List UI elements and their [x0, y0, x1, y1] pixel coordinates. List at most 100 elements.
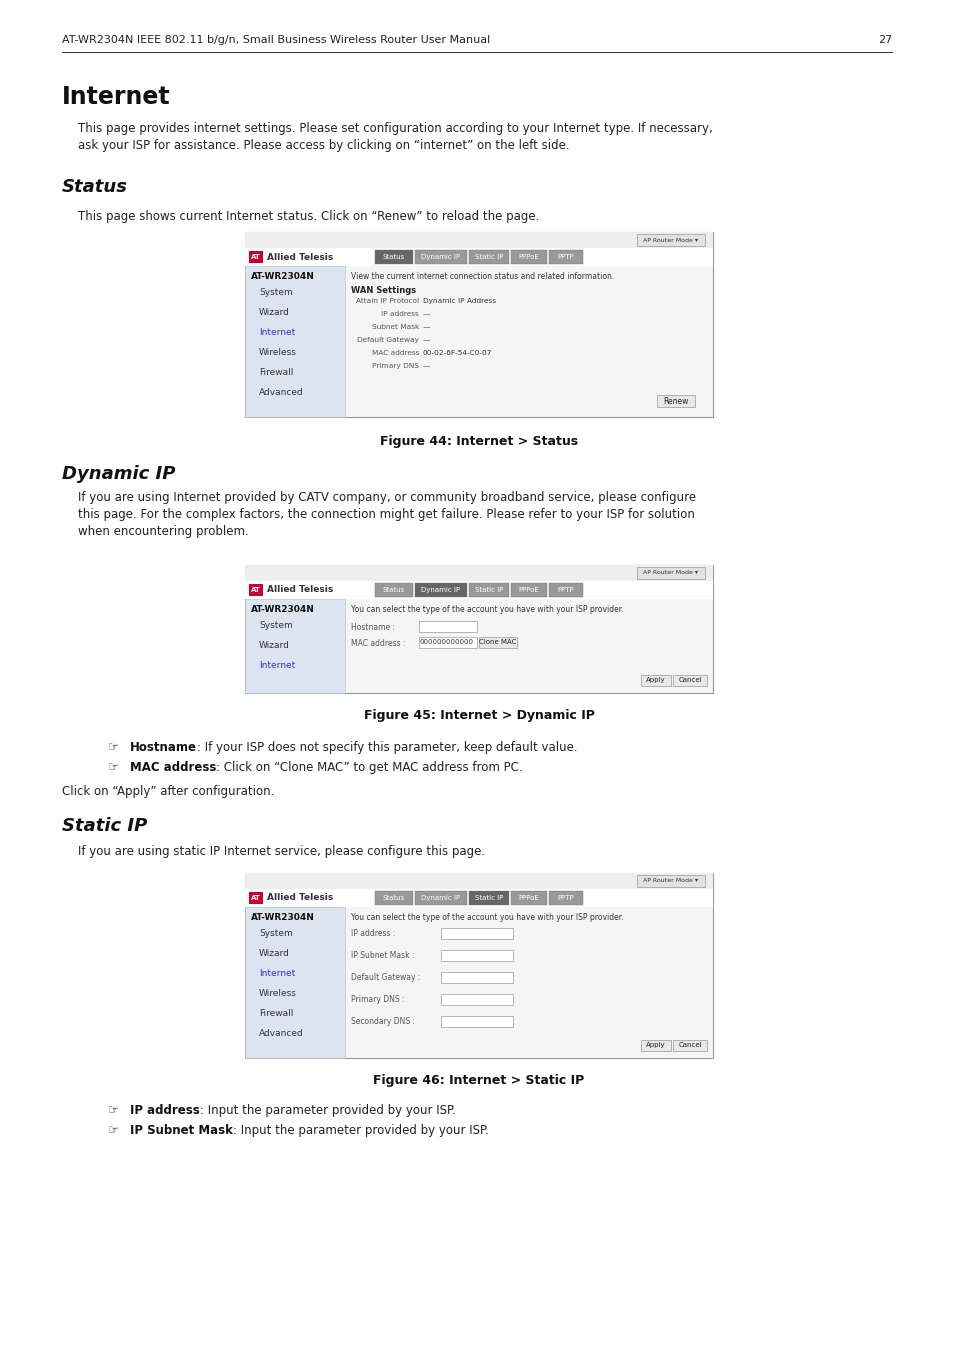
Text: —: — [422, 324, 430, 329]
Text: Internet: Internet [258, 328, 294, 338]
Bar [245, 266, 345, 417]
Text: Dynamic IP: Dynamic IP [62, 464, 175, 483]
Text: MAC address :: MAC address : [351, 639, 405, 648]
Bar [548, 583, 582, 597]
Text: 00-02-6F-54-C0-07: 00-02-6F-54-C0-07 [422, 350, 492, 356]
Bar [637, 234, 704, 246]
Bar [245, 566, 712, 693]
Text: Allied Telesis: Allied Telesis [267, 586, 333, 594]
Text: PPTP: PPTP [558, 587, 574, 593]
Text: Status: Status [62, 178, 128, 196]
Text: AT-WR2304N: AT-WR2304N [251, 913, 314, 922]
Text: : Click on “Clone MAC” to get MAC address from PC.: : Click on “Clone MAC” to get MAC addres… [216, 761, 522, 774]
Bar [245, 248, 712, 266]
Bar [418, 621, 476, 632]
Bar [440, 950, 513, 961]
Bar [245, 873, 712, 890]
Text: Figure 45: Internet > Dynamic IP: Figure 45: Internet > Dynamic IP [363, 709, 594, 722]
Bar [375, 891, 413, 904]
Text: MAC address: MAC address [130, 761, 216, 774]
Text: Status: Status [382, 587, 405, 593]
Bar [672, 675, 706, 686]
Bar [478, 637, 517, 648]
Text: Default Gateway :: Default Gateway : [351, 973, 420, 981]
Bar [245, 232, 712, 248]
Text: AT-WR2304N IEEE 802.11 b/g/n, Small Business Wireless Router User Manual: AT-WR2304N IEEE 802.11 b/g/n, Small Busi… [62, 35, 490, 45]
Text: Hostname: Hostname [130, 741, 196, 755]
Bar [511, 891, 546, 904]
Bar [440, 994, 513, 1004]
Bar [375, 250, 413, 265]
Text: Dynamic IP: Dynamic IP [421, 895, 460, 900]
Text: Cancel: Cancel [678, 676, 701, 683]
Text: View the current internet connection status and related information.: View the current internet connection sta… [351, 271, 614, 281]
Text: Advanced: Advanced [258, 1029, 303, 1038]
Text: AP Router Mode ▾: AP Router Mode ▾ [643, 571, 698, 575]
Bar [245, 580, 712, 599]
Text: Wireless: Wireless [258, 348, 296, 356]
Text: —: — [422, 363, 430, 369]
Text: 27: 27 [877, 35, 891, 45]
Text: Default Gateway: Default Gateway [356, 338, 418, 343]
Text: MAC address: MAC address [372, 350, 418, 356]
Bar [375, 583, 413, 597]
Text: Firewall: Firewall [258, 1008, 294, 1018]
Bar [640, 675, 670, 686]
Bar [245, 566, 712, 580]
Text: ☞: ☞ [108, 1104, 119, 1116]
Bar [469, 250, 509, 265]
Text: Primary DNS: Primary DNS [372, 363, 418, 369]
Bar [415, 250, 467, 265]
Text: This page shows current Internet status. Click on “Renew” to reload the page.: This page shows current Internet status.… [78, 211, 538, 223]
Text: Status: Status [382, 254, 405, 261]
Text: Click on “Apply” after configuration.: Click on “Apply” after configuration. [62, 784, 274, 798]
Bar [511, 583, 546, 597]
Text: ☞: ☞ [108, 741, 119, 755]
Text: Wizard: Wizard [258, 949, 290, 958]
Bar [415, 891, 467, 904]
Bar [249, 892, 263, 904]
Bar [415, 583, 467, 597]
Text: AT-WR2304N: AT-WR2304N [251, 271, 314, 281]
Bar [548, 891, 582, 904]
Text: Static IP: Static IP [475, 587, 502, 593]
Text: AT: AT [251, 895, 261, 900]
Bar [440, 927, 513, 940]
Text: PPTP: PPTP [558, 254, 574, 261]
Text: If you are using static IP Internet service, please configure this page.: If you are using static IP Internet serv… [78, 845, 485, 859]
Text: Advanced: Advanced [258, 387, 303, 397]
Text: PPTP: PPTP [558, 895, 574, 900]
Text: PPPoE: PPPoE [518, 895, 538, 900]
Text: IP Subnet Mask: IP Subnet Mask [130, 1125, 233, 1137]
Text: —: — [422, 338, 430, 343]
Text: Figure 46: Internet > Static IP: Figure 46: Internet > Static IP [373, 1075, 584, 1087]
Text: Wizard: Wizard [258, 641, 290, 649]
Text: AP Router Mode ▾: AP Router Mode ▾ [643, 238, 698, 243]
Text: System: System [258, 929, 293, 938]
Text: Internet: Internet [258, 662, 294, 670]
Bar [249, 251, 263, 263]
Text: Attain IP Protocol: Attain IP Protocol [355, 298, 418, 304]
Text: Hostname :: Hostname : [351, 622, 395, 632]
Bar [245, 907, 345, 1058]
Text: AT: AT [251, 587, 261, 593]
Text: Wizard: Wizard [258, 308, 290, 317]
Text: AT-WR2304N: AT-WR2304N [251, 605, 314, 614]
Bar [657, 396, 695, 406]
Text: Allied Telesis: Allied Telesis [267, 894, 333, 903]
Text: Status: Status [382, 895, 405, 900]
Bar [511, 250, 546, 265]
Text: AT: AT [251, 254, 261, 261]
Bar [440, 972, 513, 983]
Text: You can select the type of the account you have with your ISP provider.: You can select the type of the account y… [351, 605, 623, 614]
Bar [245, 232, 712, 417]
Bar [640, 1040, 670, 1052]
Text: IP address: IP address [130, 1104, 199, 1116]
Text: PPPoE: PPPoE [518, 254, 538, 261]
Text: IP Subnet Mask :: IP Subnet Mask : [351, 950, 414, 960]
Bar [469, 891, 509, 904]
Text: Primary DNS :: Primary DNS : [351, 995, 404, 1004]
Text: This page provides internet settings. Please set configuration according to your: This page provides internet settings. Pl… [78, 122, 712, 153]
Text: You can select the type of the account you have with your ISP provider.: You can select the type of the account y… [351, 913, 623, 922]
Text: ☞: ☞ [108, 761, 119, 774]
